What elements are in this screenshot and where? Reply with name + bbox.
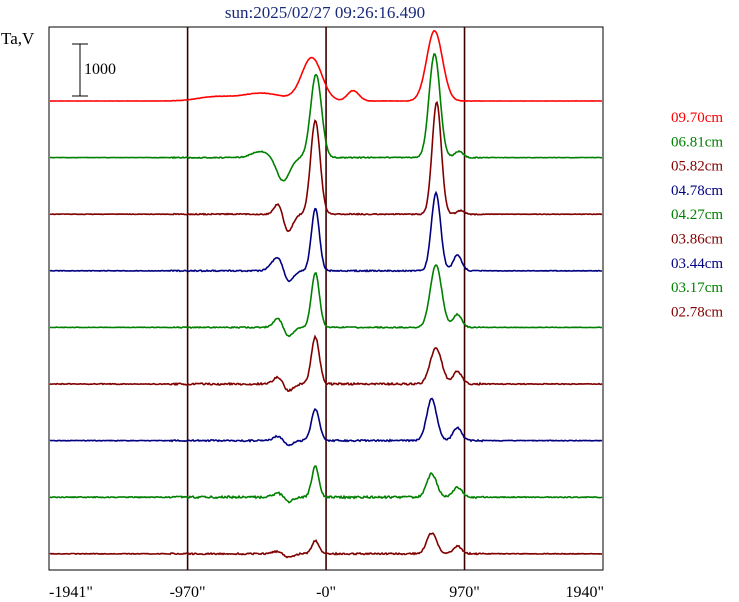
trace-04.78cm [49, 190, 603, 283]
x-tick-label: -1941" [49, 584, 93, 601]
divider-lines [186, 27, 466, 570]
scale-bar-label: 1000 [84, 61, 116, 78]
chart-title: sun:2025/02/27 09:26:16.490 [225, 3, 425, 22]
trace-05.82cm [49, 100, 603, 233]
trace-04.27cm [50, 263, 602, 338]
legend-item: 06.81cm [671, 134, 723, 150]
legend: 09.70cm 06.81cm 05.82cm 04.78cm 04.27cm 03.86… [671, 110, 723, 320]
x-tick-label: -970" [170, 584, 206, 601]
trace-09.70cm [50, 29, 603, 103]
series-traces [49, 29, 603, 559]
trace-06.81cm [49, 53, 603, 182]
scale-bar: 1000 [72, 43, 116, 97]
legend-item: 02.78cm [671, 304, 723, 320]
legend-item: 09.70cm [671, 110, 723, 126]
trace-03.44cm [49, 397, 603, 447]
legend-item: 05.82cm [671, 159, 723, 175]
x-tick-label: -0" [316, 584, 336, 601]
trace-03.17cm [49, 465, 603, 504]
x-tick-labels: -1941" -970" -0" 970" 1940" [49, 584, 604, 601]
legend-item: 03.44cm [671, 256, 723, 272]
trace-03.86cm [49, 334, 603, 393]
y-axis-label: Ta,V [1, 29, 35, 48]
trace-02.78cm [49, 532, 603, 559]
x-tick-label: 1940" [565, 584, 604, 601]
legend-item: 04.27cm [671, 207, 723, 223]
legend-item: 03.86cm [671, 232, 723, 248]
legend-item: 04.78cm [671, 183, 723, 199]
x-tick-label: 970" [449, 584, 480, 601]
legend-item: 03.17cm [671, 280, 723, 296]
